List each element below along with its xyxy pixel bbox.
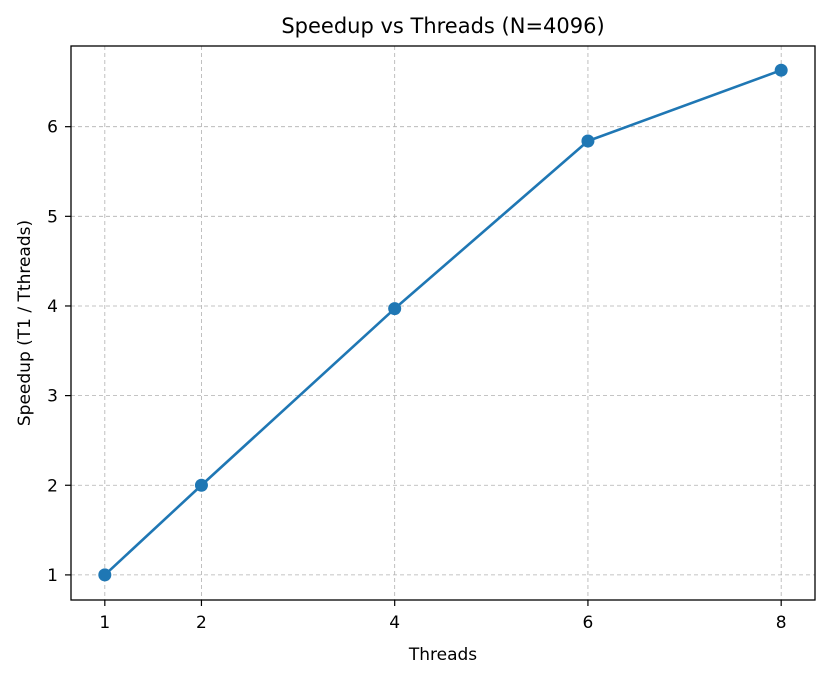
chart-title: Speedup vs Threads (N=4096) — [281, 14, 604, 38]
series-group — [98, 63, 788, 582]
y-axis: 1 2 3 4 5 6 — [47, 118, 71, 586]
y-tick-label: 4 — [47, 297, 58, 317]
y-axis-label: Speedup (T1 / Tthreads) — [15, 220, 35, 426]
x-tick-label: 6 — [583, 613, 594, 633]
x-axis-label: Threads — [408, 645, 477, 665]
y-tick-label: 3 — [47, 387, 58, 407]
data-point — [774, 63, 788, 77]
data-point — [194, 478, 208, 492]
y-tick-label: 6 — [47, 118, 58, 138]
plot-frame — [70, 45, 816, 601]
y-tick-label: 5 — [47, 207, 58, 227]
y-tick-label: 2 — [47, 476, 58, 496]
x-tick-label: 4 — [389, 613, 400, 633]
x-tick-label: 2 — [196, 613, 207, 633]
series-line — [103, 68, 783, 577]
x-axis: 1 2 4 6 8 — [99, 600, 787, 633]
y-tick-label: 1 — [47, 566, 58, 586]
data-point — [98, 568, 112, 582]
x-tick-label: 1 — [99, 613, 110, 633]
data-point — [388, 302, 402, 316]
data-point — [581, 134, 595, 148]
x-tick-label: 8 — [776, 613, 787, 633]
grid — [71, 46, 815, 600]
